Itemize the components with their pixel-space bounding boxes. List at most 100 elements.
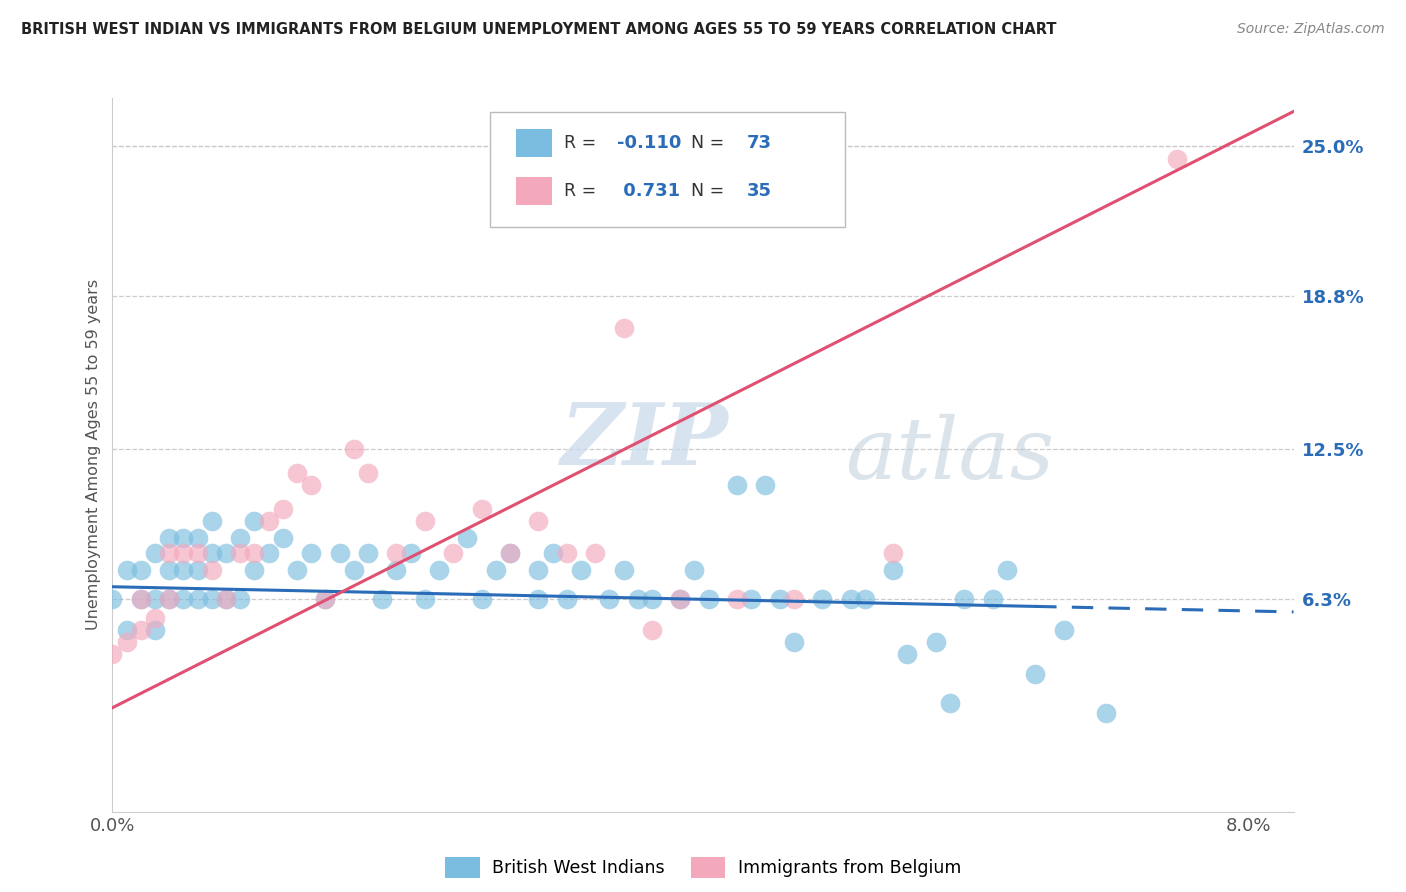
- Point: [769, 591, 792, 606]
- Point: [669, 591, 692, 606]
- Point: [143, 591, 166, 606]
- Point: [981, 591, 1004, 606]
- Text: 35: 35: [747, 182, 772, 200]
- Point: [314, 591, 336, 606]
- Point: [157, 546, 180, 560]
- Point: [399, 546, 422, 560]
- Point: [143, 546, 166, 560]
- Point: [427, 563, 450, 577]
- Point: [172, 563, 194, 577]
- Point: [129, 624, 152, 638]
- Text: ZIP: ZIP: [561, 399, 730, 483]
- Text: N =: N =: [692, 182, 730, 200]
- Point: [413, 515, 436, 529]
- Point: [456, 532, 478, 546]
- Point: [115, 624, 138, 638]
- Text: -0.110: -0.110: [617, 134, 681, 152]
- Point: [143, 611, 166, 625]
- Point: [896, 648, 918, 662]
- Point: [583, 546, 606, 560]
- Text: 73: 73: [747, 134, 772, 152]
- Point: [257, 515, 280, 529]
- Point: [1024, 666, 1046, 681]
- Point: [499, 546, 522, 560]
- Point: [101, 648, 124, 662]
- Point: [129, 563, 152, 577]
- Point: [641, 591, 664, 606]
- Point: [229, 546, 252, 560]
- FancyBboxPatch shape: [491, 112, 845, 227]
- Text: 0.731: 0.731: [617, 182, 681, 200]
- Point: [201, 591, 224, 606]
- Point: [555, 591, 578, 606]
- Point: [925, 635, 948, 649]
- Point: [953, 591, 976, 606]
- Point: [598, 591, 620, 606]
- Point: [754, 478, 776, 492]
- Point: [215, 591, 238, 606]
- Point: [215, 591, 238, 606]
- Point: [569, 563, 592, 577]
- Point: [1166, 152, 1188, 166]
- Point: [939, 696, 962, 710]
- Point: [371, 591, 394, 606]
- Text: Source: ZipAtlas.com: Source: ZipAtlas.com: [1237, 22, 1385, 37]
- Point: [627, 591, 650, 606]
- Point: [740, 591, 762, 606]
- Point: [157, 591, 180, 606]
- Point: [129, 591, 152, 606]
- Text: R =: R =: [564, 182, 602, 200]
- Point: [299, 546, 322, 560]
- Point: [329, 546, 352, 560]
- Point: [187, 546, 209, 560]
- Point: [882, 546, 904, 560]
- Point: [555, 546, 578, 560]
- Point: [101, 591, 124, 606]
- Point: [527, 563, 550, 577]
- Point: [853, 591, 876, 606]
- Point: [441, 546, 464, 560]
- Point: [243, 515, 266, 529]
- Point: [882, 563, 904, 577]
- Text: atlas: atlas: [845, 414, 1054, 496]
- Point: [314, 591, 336, 606]
- Point: [725, 591, 748, 606]
- Point: [215, 546, 238, 560]
- Point: [157, 591, 180, 606]
- Point: [299, 478, 322, 492]
- Point: [343, 563, 366, 577]
- Point: [187, 532, 209, 546]
- Point: [285, 563, 308, 577]
- Point: [413, 591, 436, 606]
- Point: [143, 624, 166, 638]
- Point: [172, 591, 194, 606]
- Point: [385, 563, 408, 577]
- Point: [612, 563, 634, 577]
- Point: [470, 591, 492, 606]
- Point: [187, 591, 209, 606]
- Point: [157, 563, 180, 577]
- Point: [243, 546, 266, 560]
- Point: [839, 591, 862, 606]
- Point: [527, 591, 550, 606]
- Point: [357, 466, 380, 480]
- Point: [527, 515, 550, 529]
- Point: [811, 591, 834, 606]
- Point: [683, 563, 706, 577]
- Point: [641, 624, 664, 638]
- Text: N =: N =: [692, 134, 730, 152]
- Bar: [516, 128, 551, 157]
- Point: [485, 563, 508, 577]
- Point: [115, 563, 138, 577]
- Text: BRITISH WEST INDIAN VS IMMIGRANTS FROM BELGIUM UNEMPLOYMENT AMONG AGES 55 TO 59 : BRITISH WEST INDIAN VS IMMIGRANTS FROM B…: [21, 22, 1056, 37]
- Point: [115, 635, 138, 649]
- Point: [157, 532, 180, 546]
- Point: [229, 532, 252, 546]
- Point: [343, 442, 366, 456]
- Legend: British West Indians, Immigrants from Belgium: British West Indians, Immigrants from Be…: [439, 850, 967, 885]
- Point: [187, 563, 209, 577]
- Point: [499, 546, 522, 560]
- Point: [285, 466, 308, 480]
- Point: [725, 478, 748, 492]
- Point: [271, 502, 294, 516]
